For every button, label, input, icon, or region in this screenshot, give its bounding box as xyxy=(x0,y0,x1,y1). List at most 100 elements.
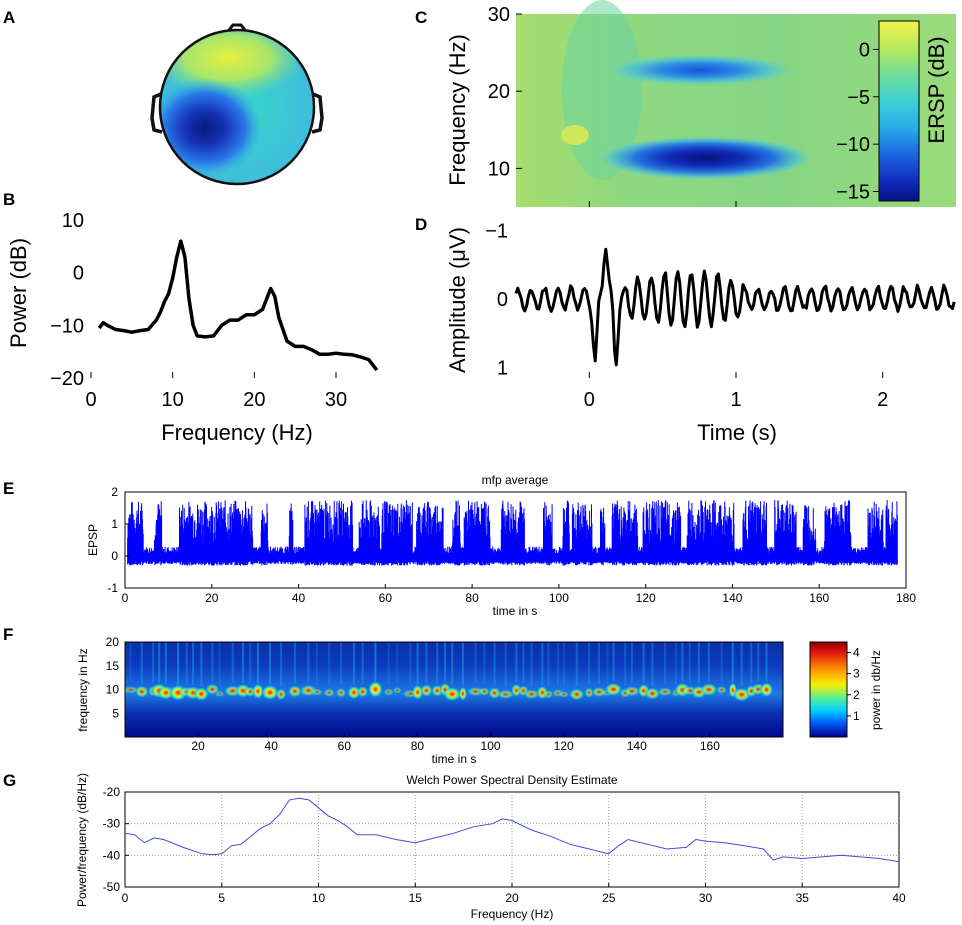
b-x-tick-label: 0 xyxy=(85,389,96,411)
spectrogram-streak xyxy=(681,642,684,682)
e-x-tick-label: 20 xyxy=(205,591,219,605)
spectrogram-burst xyxy=(443,687,461,701)
spectrogram-streak xyxy=(547,642,550,687)
d-x-tick-label: 0 xyxy=(584,389,595,411)
b-x-tick-label: 20 xyxy=(243,389,265,411)
spectrogram-burst xyxy=(368,681,383,698)
f-x-tick-label: 100 xyxy=(481,739,501,753)
spectrogram-streak xyxy=(340,642,343,685)
d-x-axis-label: Time (s) xyxy=(697,420,777,445)
spectrogram-streak xyxy=(612,642,615,682)
ersp-onset-yellow xyxy=(561,125,589,145)
e-x-tick-label: 80 xyxy=(465,591,479,605)
ersp-colorbar-tick-label: −5 xyxy=(847,87,870,109)
spectrogram-burst xyxy=(543,690,553,699)
b-x-axis-label: Frequency (Hz) xyxy=(161,420,313,445)
spectrogram-colorbar-tick-label: 2 xyxy=(853,688,860,702)
c-y-tick-label: 10 xyxy=(488,158,510,180)
spectrogram-burst xyxy=(584,687,594,698)
topography-map xyxy=(150,23,324,186)
spectrogram-burst xyxy=(623,686,641,697)
c-y-tick-label: 30 xyxy=(488,4,510,26)
d-y-tick-label: 0 xyxy=(497,289,508,311)
spectrogram-colorbar-tick-label: 4 xyxy=(853,646,860,660)
spectrogram-streak xyxy=(483,642,486,684)
f-y-tick-label: 20 xyxy=(106,635,120,649)
spectrogram-colorbar-tick-label: 3 xyxy=(853,667,860,681)
spectrogram-streak xyxy=(444,642,447,682)
spectrogram-streak xyxy=(588,642,591,685)
c-y-tick-label: 20 xyxy=(488,81,510,103)
evoked-response-line xyxy=(514,247,956,367)
spectrogram-burst xyxy=(311,688,323,696)
b-y-tick-label: −20 xyxy=(50,368,84,390)
f-x-axis-label: time in s xyxy=(432,752,477,766)
spectrogram-streak xyxy=(416,642,419,685)
spectrogram-streak xyxy=(674,642,677,685)
f-x-tick-label: 140 xyxy=(627,739,647,753)
spectrogram-streak xyxy=(740,642,743,687)
panel-label-g: G xyxy=(3,771,16,790)
b-y-tick-label: 0 xyxy=(73,263,84,285)
spectrogram-streak xyxy=(750,642,753,684)
spectrogram-streak xyxy=(575,642,578,687)
e-x-tick-label: 0 xyxy=(122,591,129,605)
spectrogram-streak xyxy=(556,642,559,686)
g-x-tick-label: 5 xyxy=(218,891,225,905)
spectrogram-streak xyxy=(436,642,439,683)
g-plot-frame xyxy=(124,791,900,888)
spectrogram-streak xyxy=(474,642,477,684)
spectrogram-streak xyxy=(651,642,654,686)
spectrogram-burst xyxy=(497,689,514,699)
b-y-tick-label: −10 xyxy=(50,315,84,337)
spectrogram-streak xyxy=(731,642,734,683)
g-x-axis-label: Frequency (Hz) xyxy=(471,907,554,921)
spectrogram-burst xyxy=(700,683,718,696)
spectrogram-streak xyxy=(396,642,399,683)
spectrogram-streak xyxy=(352,642,355,685)
spectrogram-burst xyxy=(347,685,361,700)
g-y-tick-label: -20 xyxy=(103,785,121,799)
spectrogram: 20 40 60 80 100 120 140 160 20 15 10 5 4 3 2 1 time in … xyxy=(76,635,883,766)
ersp-heatmap: 30 20 10 0 −5 −10 −15 Frequency (Hz) ERSP (dB) xyxy=(445,0,956,207)
b-y-axis-label: Power (dB) xyxy=(6,238,31,348)
d-x-tick-label: 1 xyxy=(730,389,741,411)
spectrogram-streak xyxy=(315,642,318,685)
spectrogram-streak xyxy=(152,642,155,684)
d-y-axis-label: Amplitude (μV) xyxy=(445,227,470,373)
spectrogram-streak xyxy=(200,642,203,686)
spectrogram-burst xyxy=(657,687,673,697)
spectrogram-streak xyxy=(158,642,161,683)
welch-psd-plot: 0 5 10 15 20 25 30 35 40 -20 -30 -40 -50 Welch Power… xyxy=(75,773,906,921)
spectrogram-streak xyxy=(765,642,768,682)
spectrogram-burst xyxy=(135,685,149,698)
spectrogram-streak xyxy=(185,642,188,684)
g-x-tick-label: 30 xyxy=(699,891,713,905)
spectrogram-burst xyxy=(357,686,369,698)
spectrogram-burst xyxy=(215,690,225,697)
spectrogram-burst xyxy=(193,687,209,701)
b-y-tick-label: 10 xyxy=(62,210,84,232)
spectrogram-streak xyxy=(757,642,760,682)
spectrogram-burst xyxy=(261,685,279,700)
spectrogram-streak xyxy=(697,642,700,685)
e-x-tick-label: 160 xyxy=(809,591,829,605)
spectrogram-streak xyxy=(242,642,245,683)
g-y-tick-label: -40 xyxy=(103,848,121,862)
spectrogram-burst xyxy=(523,689,540,700)
spectrogram-colorbar-tick-label: 1 xyxy=(853,709,860,723)
spectrogram-burst xyxy=(558,691,569,698)
spectrogram-streak xyxy=(451,642,454,687)
e-y-tick-label: 2 xyxy=(111,485,118,499)
g-x-tick-label: 20 xyxy=(505,891,519,905)
f-x-tick-label: 120 xyxy=(554,739,574,753)
e-x-tick-label: 60 xyxy=(379,591,393,605)
spectrogram-streak xyxy=(515,642,518,683)
g-x-tick-label: 0 xyxy=(122,891,129,905)
spectrogram-streak xyxy=(642,642,645,683)
spectrogram-streak xyxy=(597,642,600,684)
e-x-tick-label: 100 xyxy=(549,591,569,605)
spectrogram-streak xyxy=(720,642,723,682)
spectrogram-streak xyxy=(606,642,609,685)
